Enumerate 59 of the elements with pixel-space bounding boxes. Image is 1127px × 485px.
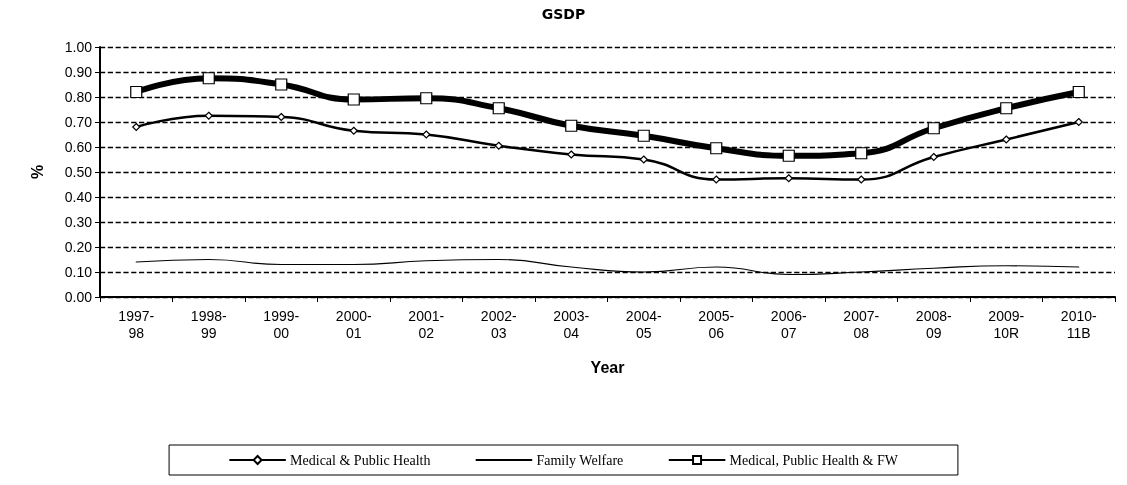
legend-label: Family Welfare <box>536 452 624 468</box>
point <box>567 150 576 159</box>
point <box>782 149 795 162</box>
y-tick-label: 0.90 <box>64 64 93 80</box>
point <box>639 155 648 164</box>
x-tick-label: 2002- 03 <box>480 307 517 341</box>
point <box>1000 102 1013 115</box>
point <box>349 126 358 135</box>
point <box>130 85 143 99</box>
point <box>637 129 650 142</box>
x-tick-label: 2009- 10R <box>988 307 1025 341</box>
point <box>1072 85 1085 99</box>
point <box>277 112 286 122</box>
x-tick-label: 1998- 99 <box>190 307 227 341</box>
point <box>712 175 721 184</box>
y-tick-label: 0.00 <box>64 289 93 305</box>
point <box>784 174 793 183</box>
y-tick-label: 0.70 <box>64 114 93 130</box>
point <box>204 111 213 120</box>
x-tick-label: 2010- 11B <box>1060 307 1097 341</box>
chart-title: GSDP <box>541 6 586 22</box>
x-tick-label: 2003- 04 <box>553 307 590 341</box>
point <box>494 141 503 150</box>
x-tick-label: 2004- 05 <box>625 307 662 341</box>
point <box>275 78 288 91</box>
point <box>202 72 215 85</box>
point <box>929 152 938 162</box>
point <box>132 122 141 132</box>
legend-label: Medical & Public Health <box>290 452 431 468</box>
x-tick-label: 2005- 06 <box>698 307 735 341</box>
point <box>492 102 505 115</box>
x-tick-label: 1997- 98 <box>118 307 155 341</box>
x-axis-title: Year <box>590 358 625 376</box>
x-tick-label: 2007- 08 <box>843 307 880 341</box>
y-tick-label: 1.00 <box>64 39 93 55</box>
legend-label: Medical, Public Health & FW <box>729 452 899 468</box>
point <box>857 175 866 184</box>
y-tick-label: 0.40 <box>64 189 93 205</box>
x-tick-label: 2006- 07 <box>770 307 807 341</box>
y-tick-label: 0.20 <box>64 239 93 255</box>
x-tick-label: 2008- 09 <box>915 307 952 341</box>
point <box>347 93 360 106</box>
point <box>1074 117 1083 127</box>
point <box>1002 135 1011 144</box>
y-tick-label: 0.30 <box>64 214 93 230</box>
point <box>565 119 578 132</box>
point <box>927 122 940 135</box>
point <box>855 147 868 160</box>
x-tick-label: 1999- 00 <box>263 307 300 341</box>
y-tick-label: 0.80 <box>64 89 93 105</box>
y-tick-label: 0.50 <box>64 164 93 180</box>
y-axis-title: % <box>28 164 46 180</box>
x-tick-label: 2001- 02 <box>408 307 445 341</box>
point <box>420 92 433 105</box>
point <box>710 142 723 155</box>
y-tick-label: 0.10 <box>64 264 93 280</box>
y-tick-label: 0.60 <box>64 139 93 155</box>
x-tick-label: 2000- 01 <box>335 307 372 341</box>
point <box>422 130 431 139</box>
